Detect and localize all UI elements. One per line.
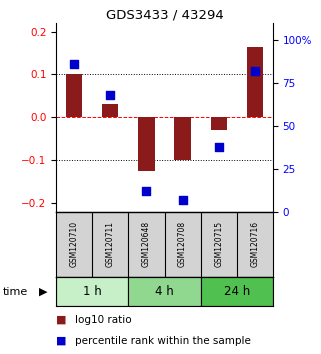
Text: ■: ■: [56, 315, 67, 325]
Bar: [56, 277, 128, 306]
Bar: [211, 118, 227, 130]
Text: GSM120708: GSM120708: [178, 221, 187, 268]
Bar: [66, 74, 82, 118]
Point: [180, 197, 185, 202]
Text: GSM120715: GSM120715: [214, 221, 223, 268]
Point: [144, 188, 149, 194]
Text: GSM120710: GSM120710: [70, 221, 79, 268]
Text: GSM120716: GSM120716: [250, 221, 259, 268]
Text: percentile rank within the sample: percentile rank within the sample: [75, 336, 251, 346]
Text: GSM120648: GSM120648: [142, 221, 151, 268]
Title: GDS3433 / 43294: GDS3433 / 43294: [106, 9, 223, 22]
Bar: [138, 118, 155, 171]
Bar: [174, 118, 191, 160]
Bar: [247, 47, 263, 118]
Point: [216, 144, 221, 149]
Bar: [128, 277, 201, 306]
Bar: [201, 277, 273, 306]
Text: 24 h: 24 h: [224, 285, 250, 298]
Text: ■: ■: [56, 336, 67, 346]
Text: ▶: ▶: [39, 287, 47, 297]
Text: 1 h: 1 h: [83, 285, 102, 298]
Point: [108, 92, 113, 98]
Bar: [102, 104, 118, 118]
Text: time: time: [3, 287, 29, 297]
Text: log10 ratio: log10 ratio: [75, 315, 132, 325]
Text: 4 h: 4 h: [155, 285, 174, 298]
Text: GSM120711: GSM120711: [106, 222, 115, 267]
Point: [72, 61, 77, 67]
Point: [252, 68, 257, 74]
